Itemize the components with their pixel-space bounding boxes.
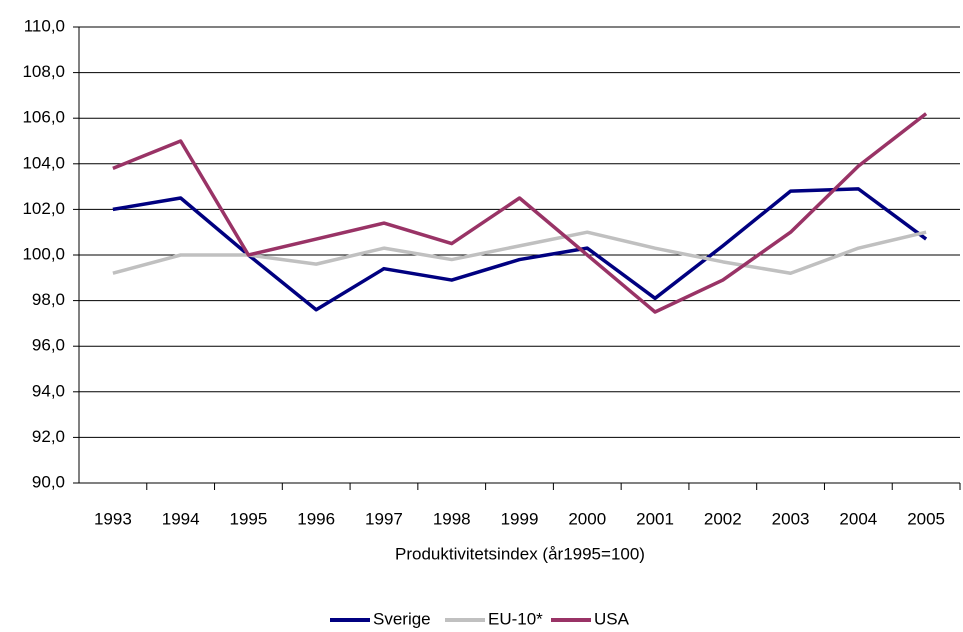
series-line <box>112 112 928 314</box>
x-axis-title: Produktivitetsindex (år1995=100) <box>395 544 645 563</box>
y-tick-label: 92,0 <box>32 427 65 446</box>
y-tick-label: 90,0 <box>32 472 65 491</box>
y-tick-label: 98,0 <box>32 290 65 309</box>
legend-label: USA <box>594 609 630 628</box>
x-tick-label: 1997 <box>365 509 403 528</box>
y-tick-label: 100,0 <box>22 244 65 263</box>
y-tick-label: 102,0 <box>22 199 65 218</box>
x-tick-label: 2000 <box>568 509 606 528</box>
x-tick-label: 1996 <box>297 509 335 528</box>
series-line <box>112 187 928 312</box>
legend-label: Sverige <box>373 609 431 628</box>
x-tick-label: 2002 <box>704 509 742 528</box>
y-tick-label: 96,0 <box>32 336 65 355</box>
x-tick-label: 2001 <box>636 509 674 528</box>
x-tick-label: 2005 <box>907 509 945 528</box>
x-tick-label: 1998 <box>433 509 471 528</box>
y-tick-label: 94,0 <box>32 381 65 400</box>
x-tick-label: 1995 <box>230 509 268 528</box>
x-tick-label: 1999 <box>501 509 539 528</box>
series-line <box>112 230 927 275</box>
x-tick-label: 1993 <box>94 509 132 528</box>
y-tick-label: 104,0 <box>22 153 65 172</box>
x-tick-label: 1994 <box>162 509 200 528</box>
x-tick-label: 2004 <box>839 509 877 528</box>
legend-label: EU-10* <box>488 609 543 628</box>
x-tick-label: 2003 <box>772 509 810 528</box>
y-tick-label: 110,0 <box>24 16 65 35</box>
y-tick-label: 108,0 <box>22 62 65 81</box>
y-tick-label: 106,0 <box>22 108 65 127</box>
